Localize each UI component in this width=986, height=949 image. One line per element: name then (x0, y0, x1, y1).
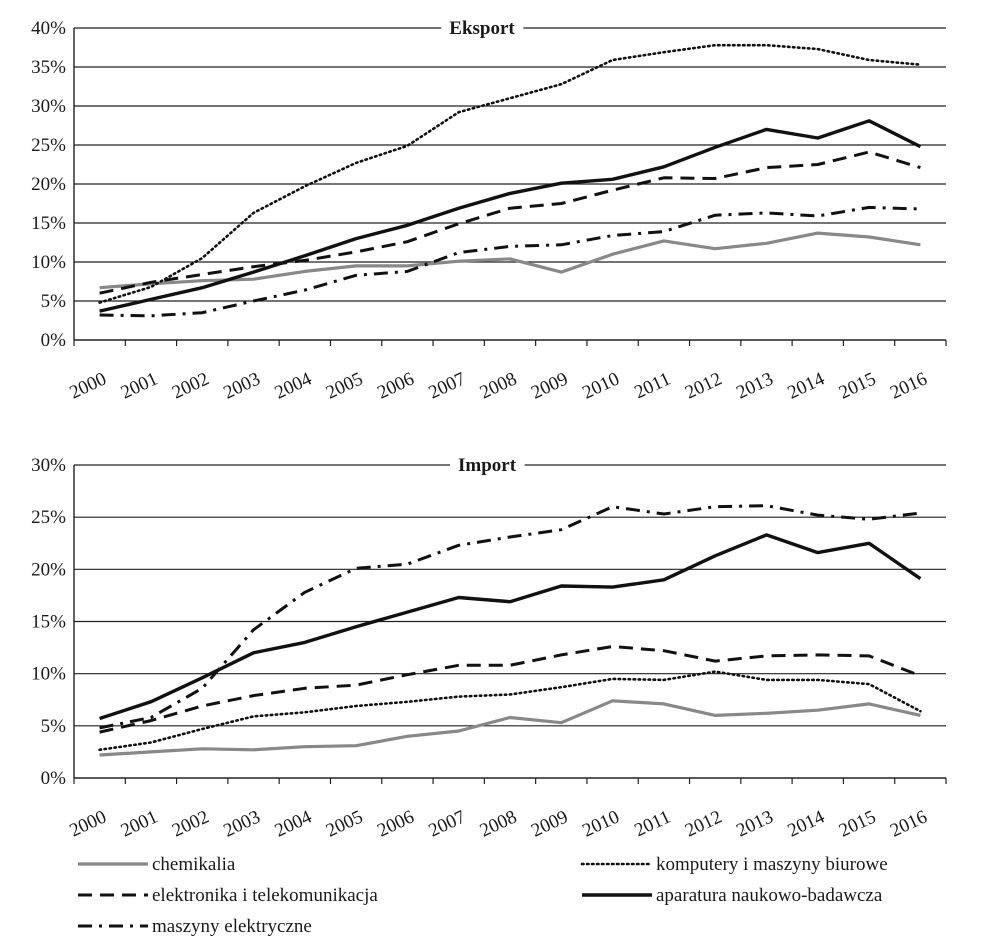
export-y-tick-label: 5% (41, 291, 67, 312)
export-x-tick-label: 2015 (836, 368, 879, 403)
export-y-tick-label: 25% (31, 135, 66, 156)
export-y-tick-label: 0% (41, 330, 67, 351)
export-series-chemikalia (99, 231, 921, 290)
export-x-tick-label: 2000 (66, 368, 109, 403)
export-x-tick-label: 2004 (272, 368, 316, 403)
import-series-maszyny-elektryczne (99, 504, 921, 730)
export-series-komputery-i-maszyny-biurowe (98, 43, 922, 304)
import-x-tick-label: 2002 (169, 806, 212, 841)
export-x-tick-label: 2016 (887, 368, 930, 403)
export-x-tick-label: 2003 (220, 368, 263, 403)
import-y-tick-label: 20% (31, 559, 66, 580)
export-title-background (441, 16, 524, 41)
import-y-tick-label: 5% (41, 716, 67, 737)
export-y-tick-label: 10% (31, 252, 66, 273)
import-y-tick-label: 15% (31, 612, 66, 633)
import-y-tick-label: 25% (31, 507, 66, 528)
legend-label-elektronika-i-telekomunikacja: elektronika i telekomunikacja (152, 885, 378, 906)
import-x-tick-label: 2005 (323, 806, 366, 841)
export-x-tick-label: 2005 (323, 368, 366, 403)
import-x-tick-label: 2013 (733, 806, 776, 841)
export-x-tick-label: 2007 (426, 368, 469, 403)
import-x-tick-label: 2004 (272, 806, 316, 841)
import-x-tick-label: 2008 (477, 806, 520, 841)
export-y-tick-label: 20% (31, 174, 66, 195)
export-y-tick-label: 30% (31, 96, 66, 117)
export-x-tick-label: 2006 (374, 368, 417, 403)
legend-label-maszyny-elektryczne: maszyny elektryczne (152, 916, 312, 937)
export-x-tick-label: 2013 (733, 368, 776, 403)
export-series-aparatura-naukowo-badawcza (99, 119, 922, 313)
import-x-tick-label: 2001 (118, 806, 161, 841)
import-title-background (449, 453, 525, 478)
export-y-tick-label: 40% (31, 18, 66, 39)
import-x-tick-label: 2012 (682, 806, 725, 841)
import-x-tick-label: 2009 (528, 806, 571, 841)
export-x-tick-label: 2010 (579, 368, 622, 403)
import-x-tick-label: 2015 (836, 806, 879, 841)
legend-label-aparatura-naukowo-badawcza: aparatura naukowo-badawcza (656, 885, 883, 906)
import-y-tick-label: 0% (41, 768, 67, 789)
export-x-tick-label: 2011 (631, 368, 674, 403)
import-x-tick-label: 2000 (66, 806, 109, 841)
export-x-tick-label: 2008 (477, 368, 520, 403)
legend-label-komputery-i-maszyny-biurowe: komputery i maszyny biurowe (656, 854, 888, 875)
export-series-maszyny-elektryczne (99, 205, 921, 318)
export-x-tick-label: 2014 (785, 368, 829, 403)
import-y-tick-label: 10% (31, 664, 66, 685)
export-panel: 0%5%10%15%20%25%30%35%40%2000 2001 2002 200… (31, 16, 947, 404)
legend-label-chemikalia: chemikalia (152, 854, 236, 875)
export-x-tick-label: 2012 (682, 368, 725, 403)
import-x-tick-label: 2010 (579, 806, 622, 841)
import-x-tick-label: 2014 (785, 806, 829, 841)
import-title: Import (458, 455, 517, 476)
import-series-chemikalia (99, 699, 921, 757)
export-series-elektronika-i-telekomunikacja (99, 150, 921, 295)
import-x-tick-label: 2006 (374, 806, 417, 841)
import-x-tick-label: 2003 (220, 806, 263, 841)
export-x-tick-label: 2009 (528, 368, 571, 403)
import-series-komputery-i-maszyny-biurowe (98, 670, 922, 752)
import-x-tick-label: 2011 (631, 806, 674, 841)
import-x-tick-label: 2016 (887, 806, 930, 841)
export-x-tick-label: 2001 (118, 368, 161, 403)
import-y-tick-label: 30% (31, 455, 66, 476)
import-x-tick-label: 2007 (426, 806, 469, 841)
export-x-tick-label: 2002 (169, 368, 212, 403)
export-y-tick-label: 35% (31, 57, 66, 78)
import-series-elektronika-i-telekomunikacja (99, 645, 921, 734)
legend: chemikalia komputery i maszyny biurowe ele… (78, 854, 888, 937)
import-panel: 0%5%10%15%20%25%30%2000 2001 2002 2003 2004 2… (31, 453, 947, 842)
export-title: Eksport (449, 18, 515, 39)
import-series-aparatura-naukowo-badawcza (99, 533, 922, 721)
export-y-tick-label: 15% (31, 213, 66, 234)
